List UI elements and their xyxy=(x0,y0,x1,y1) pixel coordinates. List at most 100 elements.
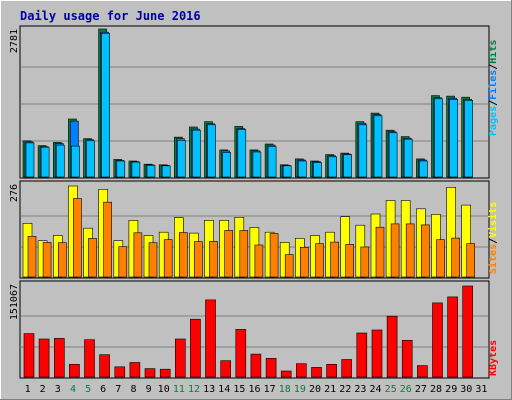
day-label: 30 xyxy=(460,384,472,395)
sites-bar xyxy=(269,233,279,278)
bars-layer xyxy=(22,28,476,378)
x-axis-day-labels: 1 2 3 4 5 6 7 8 9 10 11 12 13 14 15 16 17 18 19 20 21 22 23 24 2… xyxy=(25,384,488,395)
pages-bar xyxy=(252,151,262,178)
day-label: 20 xyxy=(309,384,321,395)
kbytes-bars xyxy=(23,285,474,378)
hits-files-pages-legend: Pages/Files/Hits xyxy=(487,40,499,136)
sites-bar xyxy=(163,239,173,278)
pages-bar xyxy=(282,165,292,178)
day-label: 15 xyxy=(233,384,245,395)
day-label: 1 xyxy=(25,384,31,395)
kbytes-bar xyxy=(99,354,110,378)
sites-bar xyxy=(133,232,143,278)
hits-panel-frame xyxy=(19,25,490,179)
legend-slash-1: / xyxy=(488,100,499,106)
kbytes-bar xyxy=(69,363,80,378)
day-label: 7 xyxy=(115,384,121,395)
kbytes-bar xyxy=(311,367,322,378)
sites-bar xyxy=(375,226,385,278)
visits-panel-frame xyxy=(19,180,490,279)
legend-slash-3: / xyxy=(488,238,499,244)
day-label: 4 xyxy=(70,384,76,395)
pages-bar xyxy=(449,99,458,178)
day-label: 31 xyxy=(475,384,487,395)
sites-bar xyxy=(390,223,400,278)
pages-bar xyxy=(464,100,474,178)
sites-bar xyxy=(345,244,355,278)
kbytes-bar xyxy=(23,333,35,378)
legend-sites-label: Sites xyxy=(487,244,499,274)
day-label: 16 xyxy=(248,384,260,395)
sites-bar xyxy=(330,241,339,278)
pages-bar xyxy=(192,129,201,178)
pages-bar xyxy=(25,142,35,178)
sites-bar xyxy=(284,254,294,278)
legend-pages-label: Pages xyxy=(488,106,499,136)
day-label: 23 xyxy=(354,384,366,395)
kbytes-bar xyxy=(129,362,141,378)
day-label: 27 xyxy=(415,384,427,395)
pages-bar xyxy=(343,154,353,178)
pages-bar xyxy=(297,160,307,178)
sites-bar xyxy=(254,244,264,278)
day-label: 12 xyxy=(188,384,200,395)
hits-files-pages-bars xyxy=(22,28,474,178)
kbytes-bar xyxy=(175,338,186,378)
kbytes-bar xyxy=(205,299,216,378)
legend-hits-label: Hits xyxy=(487,40,499,64)
kbytes-bar xyxy=(84,339,95,378)
kbytes-bar xyxy=(462,285,474,378)
sites-bar xyxy=(315,243,324,278)
pages-bar xyxy=(207,124,216,178)
kbytes-bar xyxy=(417,365,428,378)
day-label: 26 xyxy=(400,384,412,395)
kbytes-panel-frame xyxy=(19,280,490,379)
day-label: 18 xyxy=(279,384,291,395)
pages-bar xyxy=(116,160,126,178)
pages-bar xyxy=(101,32,110,178)
day-label: 13 xyxy=(203,384,215,395)
sites-bar xyxy=(118,246,128,278)
pages-bar xyxy=(388,132,398,178)
day-label: 5 xyxy=(85,384,91,395)
day-label: 25 xyxy=(385,384,397,395)
pages-bar xyxy=(131,161,141,178)
pages-bar xyxy=(358,124,368,178)
kbytes-bar xyxy=(114,366,126,378)
kbytes-bar xyxy=(190,318,201,378)
kbytes-bar xyxy=(280,370,292,378)
day-label: 29 xyxy=(445,384,457,395)
kbytes-bar xyxy=(356,332,368,378)
sites-bar xyxy=(466,243,476,278)
kbytes-legend: KBytes xyxy=(488,340,499,376)
kbytes-bar xyxy=(250,353,262,378)
day-label: 11 xyxy=(173,384,185,395)
day-label: 8 xyxy=(130,384,136,395)
kbytes-bar xyxy=(144,368,156,378)
kbytes-bar xyxy=(386,315,398,378)
visits-ymax-label: 276 xyxy=(9,184,20,202)
pages-bar xyxy=(328,156,337,178)
pages-bar xyxy=(419,160,428,178)
day-label: 28 xyxy=(430,384,442,395)
kbytes-bar xyxy=(53,338,65,378)
sites-bar xyxy=(88,238,97,278)
day-label: 14 xyxy=(218,384,230,395)
day-label: 2 xyxy=(40,384,46,395)
legend-visits-label: Visits xyxy=(487,202,499,238)
kbytes-bar xyxy=(220,360,231,378)
pages-bar xyxy=(222,152,231,178)
kbytes-bar xyxy=(265,357,277,378)
kbytes-bar xyxy=(235,329,247,378)
legend-files-label: Files xyxy=(487,70,499,100)
pages-bar xyxy=(55,144,65,178)
day-label: 17 xyxy=(264,384,276,395)
kbytes-ymax-label: 151067 xyxy=(9,284,20,320)
kbytes-bar xyxy=(38,338,50,378)
day-label: 24 xyxy=(369,384,381,395)
sites-bar xyxy=(299,247,309,278)
sites-bar xyxy=(239,230,249,278)
sites-bar xyxy=(179,232,188,278)
legend-kbytes-label: KBytes xyxy=(488,340,499,376)
